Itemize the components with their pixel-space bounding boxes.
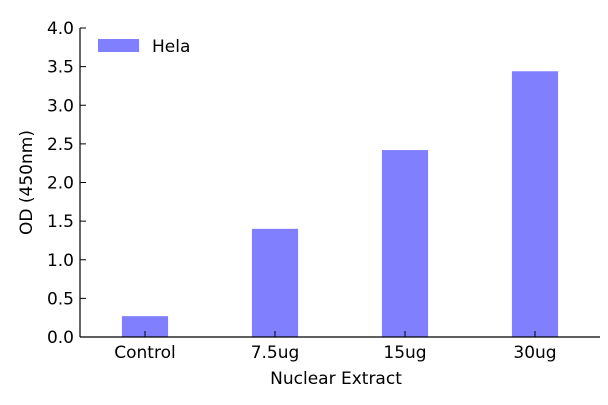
y-tick-label: 0.5: [47, 289, 74, 309]
bar-15ug: [381, 150, 429, 337]
y-tick-label: 1.5: [47, 212, 74, 232]
x-axis-title: Nuclear Extract: [270, 369, 402, 389]
y-tick-label: 4.0: [47, 19, 74, 39]
x-tick-label: 30ug: [513, 343, 556, 363]
x-tick-label: Control: [114, 343, 175, 363]
bar-30ug: [511, 71, 559, 337]
y-tick-label: 2.0: [47, 174, 74, 194]
y-tick-label: 1.0: [47, 251, 74, 271]
legend-swatch: [98, 39, 139, 52]
y-tick-label: 0.0: [47, 328, 74, 348]
bar-7.5ug: [251, 228, 299, 337]
y-tick-label: 2.5: [47, 135, 74, 155]
legend-label: Hela: [152, 37, 190, 57]
bar-Control: [121, 316, 169, 337]
y-axis-title: OD (450nm): [17, 130, 37, 235]
x-axis-ticks: Control 7.5ug 15ug 30ug: [114, 331, 557, 363]
y-tick-label: 3.5: [47, 58, 74, 78]
legend: Hela: [98, 37, 190, 57]
x-tick-label: 7.5ug: [251, 343, 300, 363]
y-tick-label: 3.0: [47, 96, 74, 116]
x-tick-label: 15ug: [383, 343, 426, 363]
y-axis-ticks: 0.0 0.5 1.0 1.5 2.0 2.5 3.0 3.5 4.0: [47, 19, 86, 348]
bars: [121, 71, 559, 337]
